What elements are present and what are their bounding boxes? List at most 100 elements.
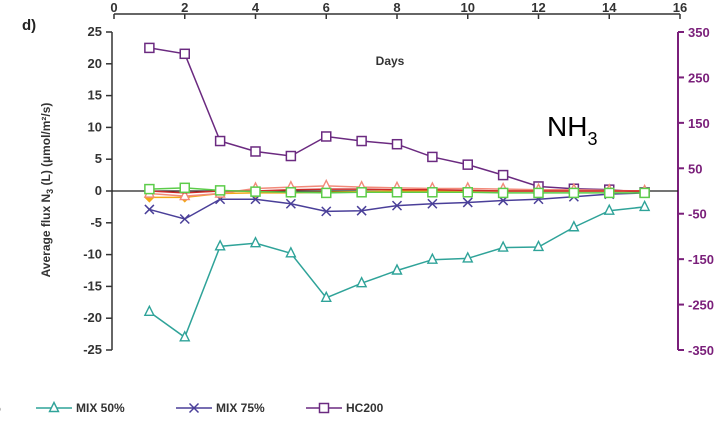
data-point xyxy=(320,290,332,303)
data-point xyxy=(462,197,473,208)
y-tick-label: -15 xyxy=(83,278,102,293)
x-tick-label: 8 xyxy=(393,0,400,15)
y2-tick-label: 350 xyxy=(688,25,710,40)
series-layer xyxy=(143,42,651,342)
y-tick-label: 20 xyxy=(88,56,102,71)
legend-label: % xyxy=(0,401,1,415)
y2-tick-label: 150 xyxy=(688,116,710,131)
data-point xyxy=(214,239,226,251)
legend-item: % xyxy=(0,401,1,415)
x-tick-label: 12 xyxy=(531,0,545,15)
legend-marker-stroke xyxy=(188,402,200,414)
axes: 0 2 4 6 8 10 12 14 162520151050-5-10-15-20-25350… xyxy=(83,0,714,358)
data-point xyxy=(179,189,191,201)
data-point xyxy=(285,198,296,209)
y2-tick-label: 50 xyxy=(688,161,702,176)
data-point xyxy=(214,135,226,147)
data-point xyxy=(250,146,261,157)
y-tick-label: 0 xyxy=(95,183,102,198)
legend-marker xyxy=(188,402,200,414)
data-point xyxy=(249,236,262,248)
data-point xyxy=(144,204,155,215)
data-point xyxy=(533,187,544,199)
data-point xyxy=(321,187,332,199)
data-point xyxy=(356,135,367,147)
legend-marker xyxy=(48,400,60,413)
legend-marker xyxy=(318,402,330,414)
data-point xyxy=(285,246,297,258)
legend-label: MIX 75% xyxy=(216,401,265,415)
y-tick-label: -10 xyxy=(83,247,102,262)
y-tick-label: 5 xyxy=(95,151,102,166)
data-point xyxy=(427,187,438,198)
data-point xyxy=(497,240,509,252)
data-point xyxy=(285,187,297,198)
legend-item: MIX 50% xyxy=(36,400,125,415)
data-point-stroke xyxy=(462,197,473,208)
data-point xyxy=(321,206,332,217)
data-point xyxy=(638,199,651,212)
data-point xyxy=(462,251,474,263)
data-point xyxy=(143,304,156,317)
x-tick-label: 4 xyxy=(252,0,260,15)
y2-tick-label: -50 xyxy=(688,207,707,222)
data-point xyxy=(462,159,473,170)
y-tick-label: 25 xyxy=(88,24,102,39)
data-point xyxy=(179,330,191,342)
data-point xyxy=(391,263,403,275)
data-point xyxy=(144,183,155,195)
data-point-stroke xyxy=(356,205,367,216)
data-point xyxy=(427,151,438,163)
data-point xyxy=(462,187,473,198)
y-tick-label: -25 xyxy=(83,342,102,357)
data-point xyxy=(639,187,650,199)
data-point xyxy=(355,276,368,288)
data-point xyxy=(214,185,226,196)
legend-label: MIX 50% xyxy=(76,401,125,415)
data-point xyxy=(427,198,438,209)
species-label-main: NH xyxy=(547,111,587,142)
legend: % MIX 50% MIX 75% HC200 xyxy=(0,400,384,415)
species-label: NH3 xyxy=(547,111,597,149)
data-point xyxy=(321,131,332,142)
panel-label: d) xyxy=(22,17,36,34)
legend-label: HC200 xyxy=(346,401,384,415)
data-point xyxy=(497,187,509,199)
y2-tick-label: 250 xyxy=(688,70,710,85)
species-label-sub: 3 xyxy=(587,129,597,149)
data-point xyxy=(603,203,615,215)
y-tick-label: 10 xyxy=(88,119,102,134)
data-point-stroke xyxy=(321,206,332,217)
data-point xyxy=(391,200,403,211)
x-axis-title: Days xyxy=(376,54,405,68)
data-point xyxy=(356,187,367,198)
legend-item: HC200 xyxy=(306,401,384,415)
y-axis-title-prefix: Average flux N xyxy=(39,194,53,278)
x-tick-label: 10 xyxy=(461,0,475,15)
legend-item: MIX 75% xyxy=(176,401,265,415)
x-tick-label: 2 xyxy=(181,0,188,15)
data-point xyxy=(250,186,261,197)
y2-tick-label: -350 xyxy=(688,343,714,358)
data-point xyxy=(285,150,297,162)
x-tick-label: 16 xyxy=(673,0,687,15)
y-tick-label: 15 xyxy=(88,88,102,103)
data-point xyxy=(179,182,190,194)
y2-tick-label: -250 xyxy=(688,298,714,313)
x-tick-label: 14 xyxy=(602,0,617,15)
y2-tick-label: -150 xyxy=(688,252,714,267)
series-mix-75 xyxy=(144,187,650,225)
data-point xyxy=(604,187,615,199)
y-axis-title-suffix: (L) (µmol/m²/s) xyxy=(39,103,53,189)
data-point xyxy=(144,42,155,54)
series-mix-50 xyxy=(143,199,651,342)
data-point xyxy=(532,239,545,252)
y-tick-label: -20 xyxy=(83,310,102,325)
data-point xyxy=(497,169,509,181)
data-point-stroke xyxy=(391,200,403,211)
data-point xyxy=(391,138,403,150)
data-point-stroke xyxy=(427,198,438,209)
x-tick-label: 0 xyxy=(110,0,117,15)
data-point xyxy=(179,213,190,225)
